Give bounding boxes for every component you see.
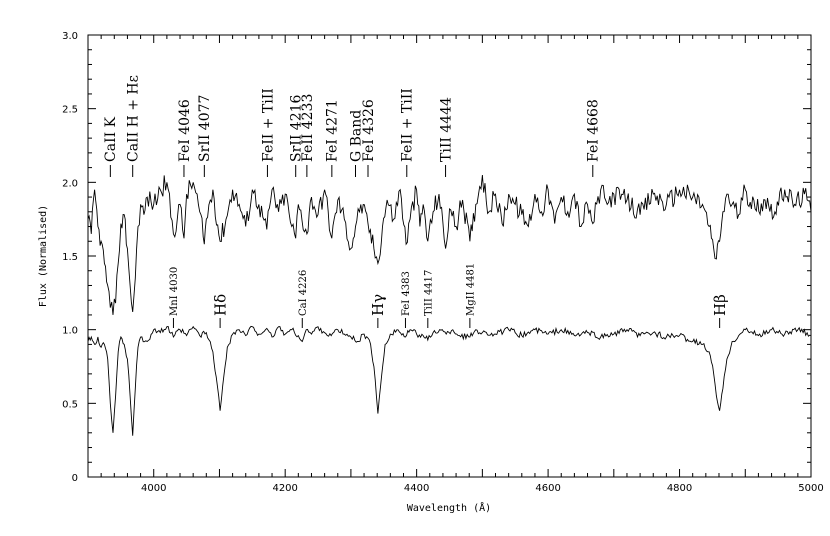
spectrum-lower — [87, 325, 812, 436]
upper-line-annotation-label: FeII 4233 — [300, 94, 316, 162]
y-tick-label: 3.0 — [62, 31, 78, 42]
axes: 4000 4200 4400 4600 4800 5000 0 0.5 1.0 1.5 2.0 2.5… — [62, 31, 824, 494]
y-tick-label: 0 — [72, 473, 78, 484]
x-tick-label: 5000 — [798, 483, 823, 494]
x-tick-label: 4200 — [272, 483, 297, 494]
lower-line-annotation-label: MgII 4481 — [465, 263, 476, 316]
upper-line-annotation-label: CaII K — [103, 116, 119, 162]
y-tick-label: 2.0 — [62, 178, 78, 189]
upper-line-annotation-label: CaII H + Hε — [126, 75, 142, 162]
upper-line-annotation-label: FeI 4668 — [586, 99, 602, 162]
lower-line-annotation-label: MnI 4030 — [169, 267, 180, 316]
lower-line-annotation-label: CaI 4226 — [298, 270, 309, 316]
upper-line-annotation-label: FeI 4046 — [177, 99, 193, 162]
y-tick-label: 0.5 — [62, 399, 78, 410]
series-layer — [87, 174, 812, 436]
upper-line-annotation-label: SrII 4216 — [289, 94, 305, 162]
upper-line-annotation-label: FeI 4326 — [361, 99, 377, 162]
lower-line-annotation-label: Hβ — [711, 294, 729, 316]
lower-line-annotation-label: Hγ — [369, 294, 387, 316]
lower-line-annotation-label: TiII 4417 — [423, 270, 434, 316]
upper-line-annotation-label: FeII + TiII — [400, 88, 416, 162]
y-axis-label: Flux (Normalised) — [38, 205, 49, 307]
lower-line-annotation-label: Hδ — [211, 294, 229, 316]
upper-line-annotation-label: FeI 4271 — [325, 99, 341, 162]
annotation-layer: CaII K CaII H + Hε FeI 4046 SrII 4077 FeII +… — [103, 75, 729, 328]
x-tick-label: 4600 — [535, 483, 560, 494]
x-tick-label: 4000 — [141, 483, 166, 494]
y-tick-label: 2.5 — [62, 105, 78, 116]
upper-line-annotation-label: TiII 4444 — [439, 97, 455, 162]
upper-line-annotation-label: FeII + TiII — [260, 88, 276, 162]
upper-line-annotation-label: SrII 4077 — [197, 95, 213, 162]
spectrum-upper — [87, 174, 812, 315]
y-tick-label: 1.5 — [62, 252, 78, 263]
x-axis-label: Wavelength (Å) — [407, 501, 491, 514]
upper-line-annotation-label: G Band — [348, 110, 364, 162]
y-tick-label: 1.0 — [62, 326, 78, 337]
x-tick-label: 4400 — [404, 483, 429, 494]
lower-line-annotation-label: FeI 4383 — [401, 271, 412, 316]
x-tick-label: 4800 — [667, 483, 692, 494]
